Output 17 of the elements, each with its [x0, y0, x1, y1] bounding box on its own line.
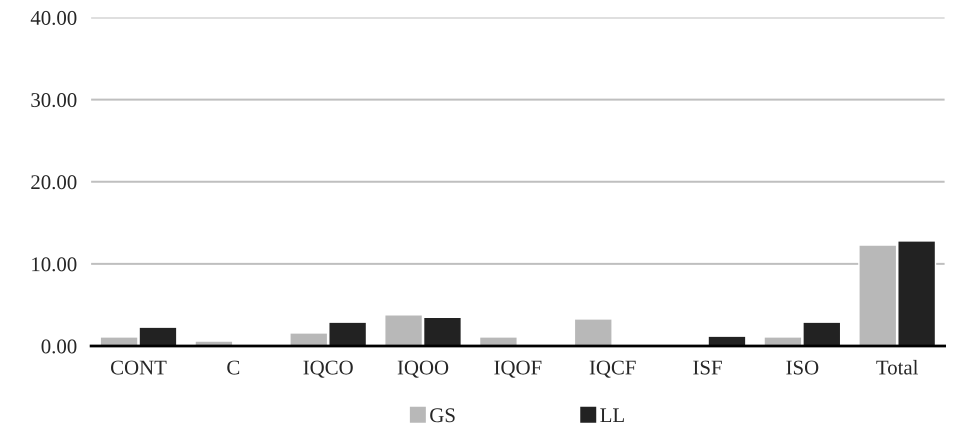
x-tick-label: Total — [876, 360, 918, 375]
y-tick-label: 10.00 — [32, 257, 76, 272]
x-tick-label: ISO — [786, 360, 818, 375]
x-tick-label: C — [227, 360, 240, 375]
bar — [574, 318, 613, 346]
x-tick-label: IQOF — [494, 360, 542, 378]
x-tick-label: IQCO — [303, 360, 353, 378]
x-tick-label: ISF — [693, 360, 722, 375]
x-tick-label: IQCF — [590, 360, 636, 378]
x-tick-label: CONT — [111, 360, 167, 375]
y-tick-label: 40.00 — [30, 10, 76, 26]
legend-label: LL — [600, 408, 624, 422]
y-tick-label: 0.00 — [42, 339, 76, 354]
y-tick-label: 30.00 — [31, 93, 76, 108]
x-tick-label: IQOO — [398, 360, 448, 378]
legend-label: GS — [430, 408, 455, 422]
y-tick-label: 20.00 — [31, 175, 76, 190]
